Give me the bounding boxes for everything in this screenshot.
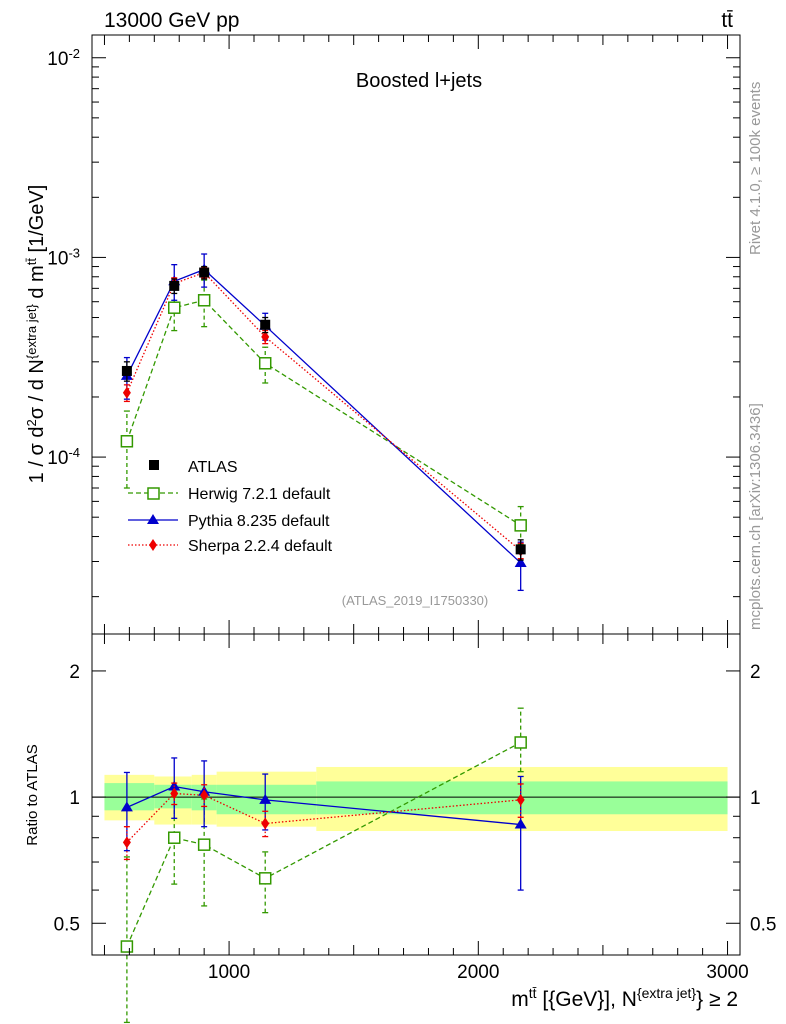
ratio-ytick-label-right: 2 xyxy=(750,662,761,683)
main-point xyxy=(120,435,134,448)
ratio-ylabel: Ratio to ATLAS xyxy=(24,744,41,845)
main-series-layer xyxy=(120,253,527,592)
ratio-ticks-layer: 0.5 0.5 1 1 2 2 1000 2000 3000 xyxy=(54,634,776,983)
ratio-point xyxy=(167,831,181,844)
ratio-point xyxy=(168,780,181,791)
ratio-ytick-label-right: 0.5 xyxy=(750,914,776,935)
main-ytick-label: 10-2 xyxy=(47,45,80,70)
ratio-point xyxy=(122,836,131,849)
ratio-frame xyxy=(91,633,741,956)
legend-marker-herwig xyxy=(147,487,160,500)
main-point xyxy=(514,519,527,532)
ratio-ytick-label-left: 0.5 xyxy=(54,914,80,935)
ratio-bands-layer xyxy=(92,766,740,832)
main-ytick-label: 10-4 xyxy=(47,445,80,470)
ratio-point xyxy=(516,793,525,806)
main-point xyxy=(122,386,131,399)
legend: ATLAS Herwig 7.2.1 default Pythia 8.235 … xyxy=(128,459,333,555)
main-ytick-label: 10-3 xyxy=(47,245,80,270)
main-point xyxy=(261,330,270,343)
analysis-id: (ATLAS_2019_I1750330) xyxy=(342,593,488,608)
ratio-point xyxy=(514,736,527,749)
legend-label-pythia: Pythia 8.235 default xyxy=(188,513,330,530)
header-right: tt̄ xyxy=(721,9,733,32)
legend-marker-atlas xyxy=(149,460,159,470)
rivet-label: Rivet 4.1.0, ≥ 100k events xyxy=(747,82,764,255)
ratio-line-0 xyxy=(126,741,521,947)
main-ticks-layer: 10-4 10-3 10-2 xyxy=(47,35,740,634)
ratio-xtick-label: 2000 xyxy=(457,962,499,983)
ratio-xtick-label: 1000 xyxy=(208,962,250,983)
main-point xyxy=(199,267,210,278)
ratio-point xyxy=(258,872,272,885)
legend-label-herwig: Herwig 7.2.1 default xyxy=(188,486,331,503)
main-point xyxy=(514,556,527,567)
x-axis-label: mtt̄ [{GeV}], N{extra jet}} ≥ 2 xyxy=(511,985,738,1011)
legend-marker-pythia xyxy=(147,514,159,524)
main-point xyxy=(515,544,526,555)
legend-label-sherpa: Sherpa 2.2.4 default xyxy=(188,538,333,555)
header-left: 13000 GeV pp xyxy=(104,9,239,32)
ratio-ytick-label-left: 2 xyxy=(69,662,80,683)
main-title: Boosted l+jets xyxy=(356,70,482,92)
ratio-ytick-label-left: 1 xyxy=(69,788,80,809)
ratio-xtick-label: 3000 xyxy=(706,962,748,983)
mcplots-label: mcplots.cern.ch [arXiv:1306.3436] xyxy=(747,403,764,630)
ratio-point xyxy=(120,801,133,812)
ratio-series-layer xyxy=(120,707,527,1024)
main-point xyxy=(169,280,180,291)
main-point xyxy=(197,294,211,307)
main-series-3 xyxy=(121,265,526,561)
ratio-series-2 xyxy=(122,782,525,861)
ratio-point xyxy=(259,793,272,804)
legend-marker-sherpa xyxy=(149,539,157,551)
main-ylabel: 1 / σ d2σ / d N{extra jet} d mtt̄ [1/GeV… xyxy=(24,185,49,484)
legend-label-atlas: ATLAS xyxy=(188,459,238,476)
ratio-point xyxy=(514,818,527,829)
ratio-ytick-label-right: 1 xyxy=(750,788,761,809)
main-point xyxy=(260,319,271,330)
main-point xyxy=(258,357,272,370)
ratio-point xyxy=(197,838,211,851)
ratio-point xyxy=(200,789,209,802)
ratio-point xyxy=(120,940,134,953)
main-point xyxy=(167,301,181,314)
main-point xyxy=(121,365,132,376)
ratio-point xyxy=(261,817,270,830)
ratio-point xyxy=(170,787,179,800)
